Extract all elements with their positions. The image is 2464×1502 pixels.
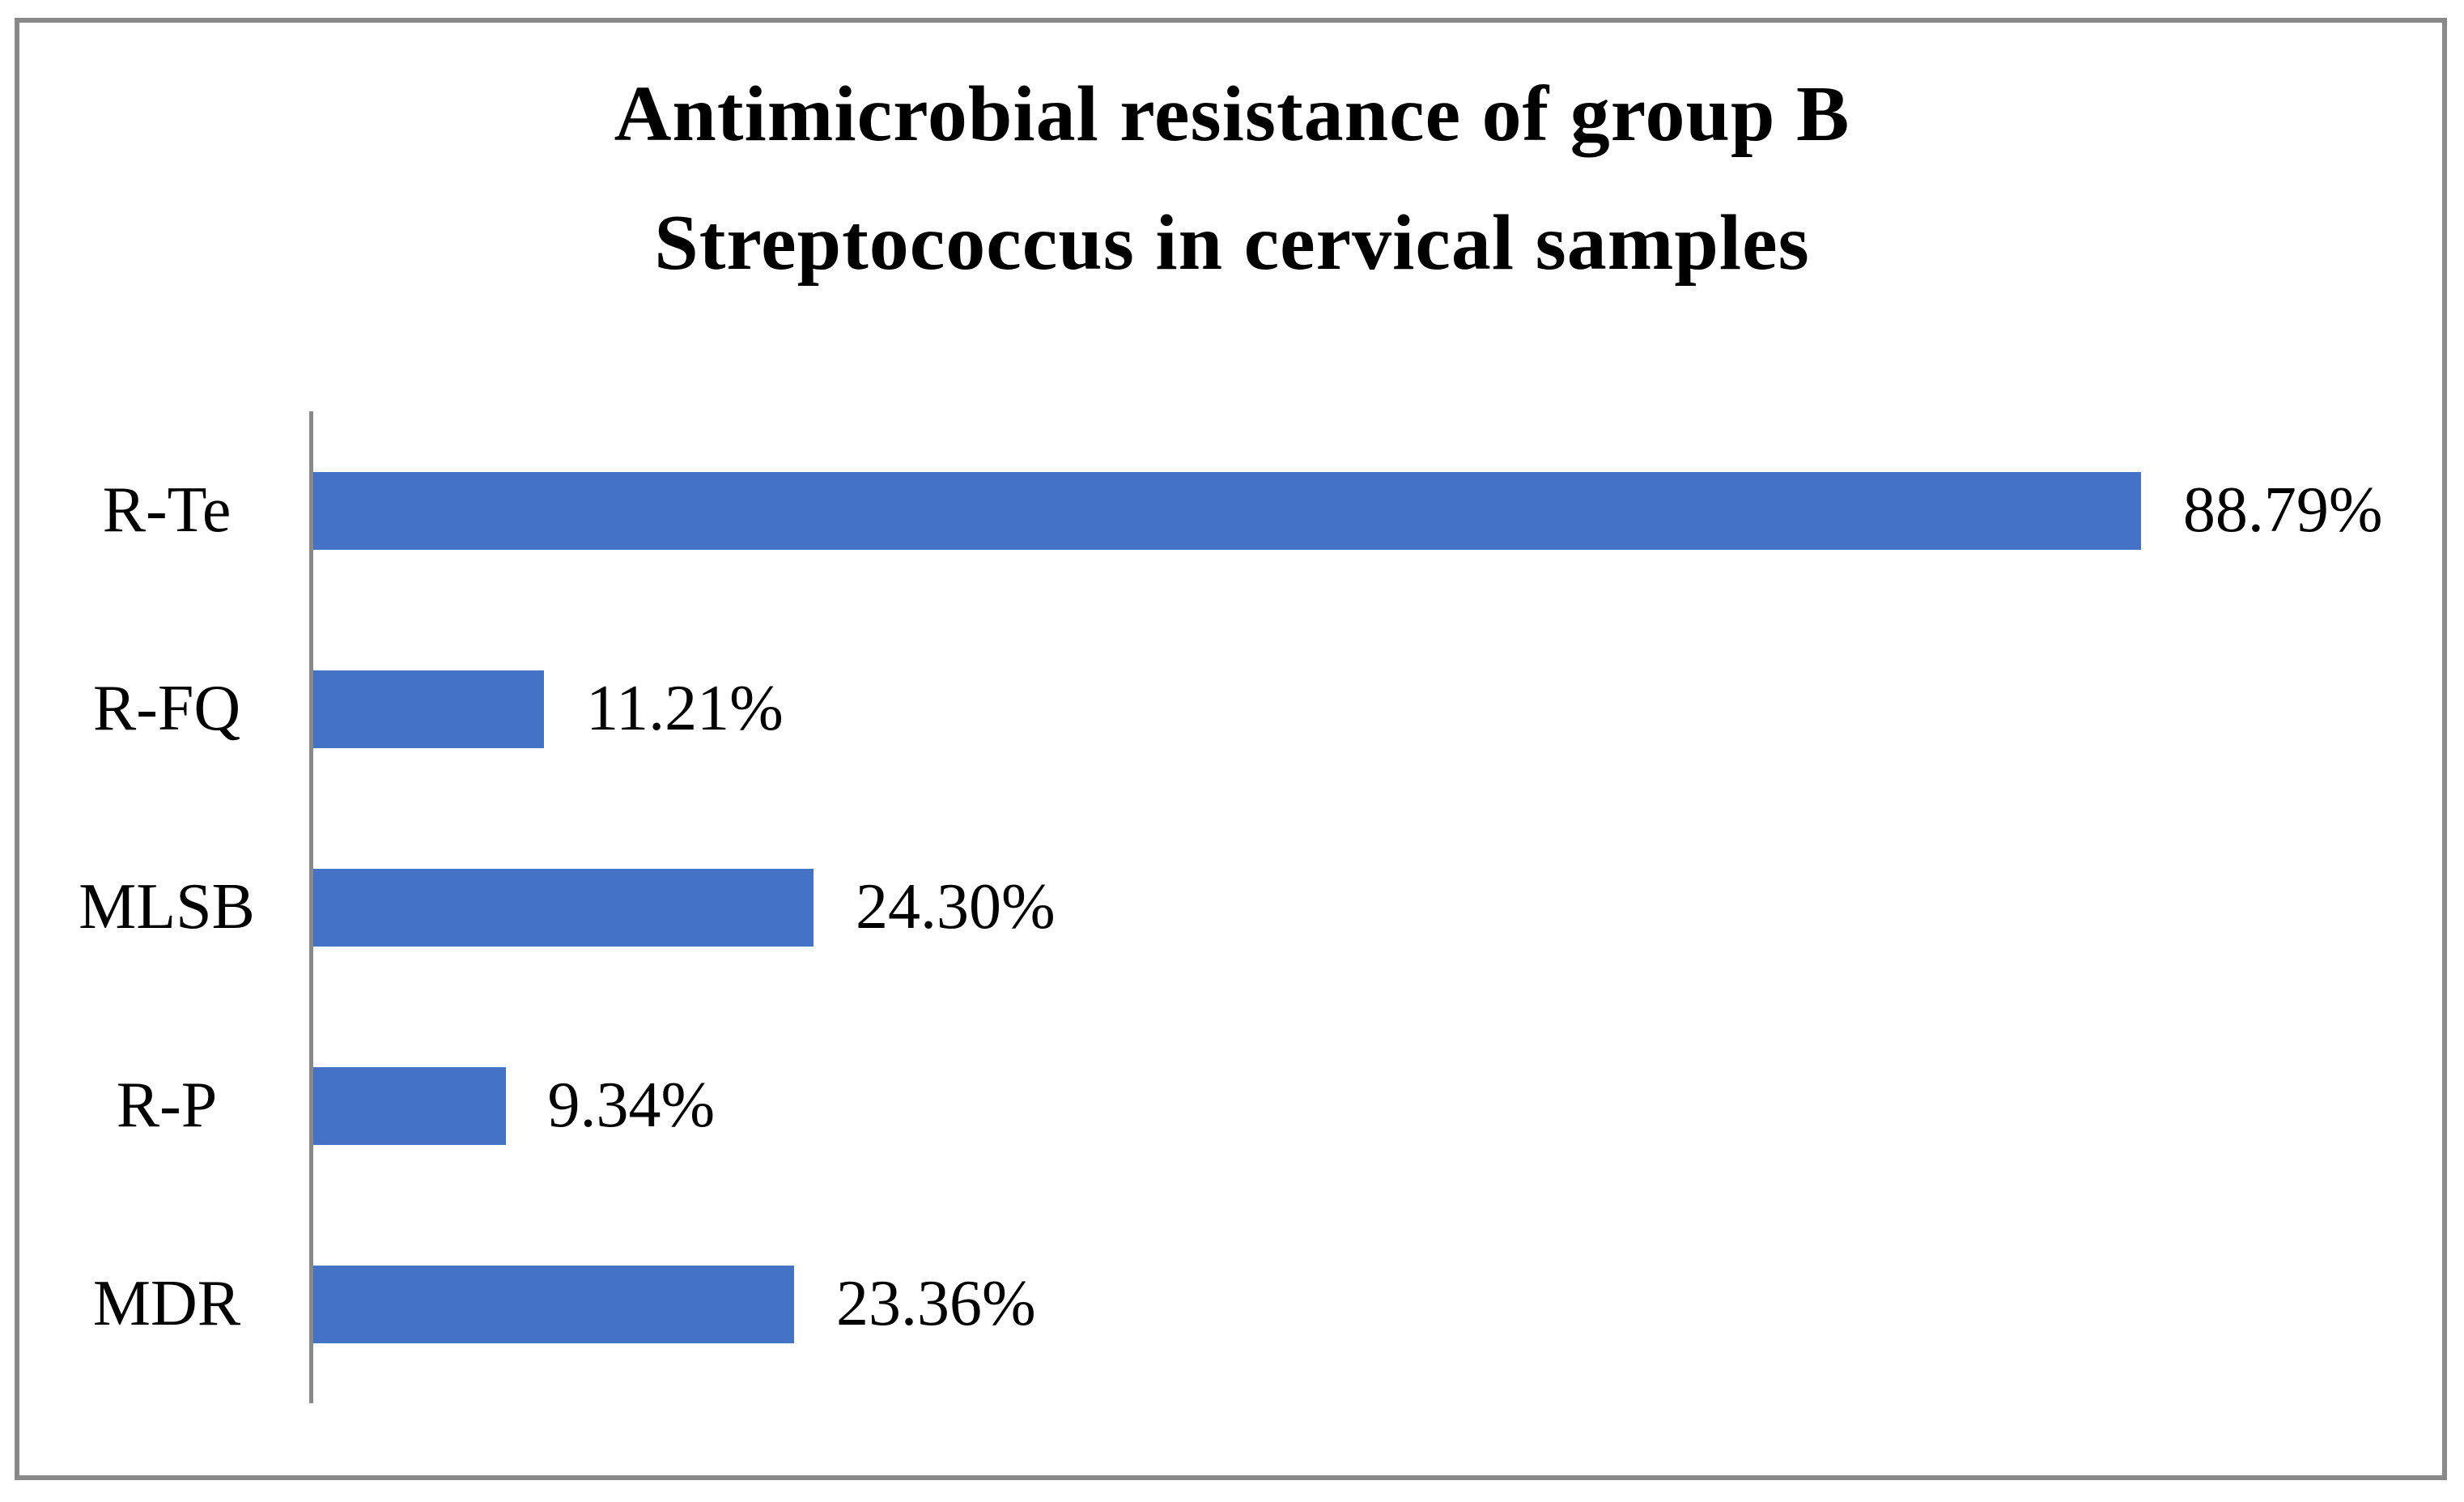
category-label: R-P [116,1070,218,1141]
chart-border-frame [15,18,2447,1480]
bar [313,471,2141,550]
chart-title: Antimicrobial resistance of group B Stre… [0,50,2464,308]
chart-rows: R-Te 88.79% R-FQ 11.21% MLSB 24.30% R-P 9.34% MD… [24,411,2383,1403]
plot-area: 9.34% [309,1006,2372,1205]
plot-area: 24.30% [309,808,2372,1006]
chart-title-line-2: Streptococcus in cervical samples [654,198,1810,287]
bar [313,1066,506,1145]
plot-area: 23.36% [309,1205,2372,1403]
category-label: MDR [92,1268,241,1339]
category-label: MLSB [79,871,255,942]
bar-chart-plot: R-Te 88.79% R-FQ 11.21% MLSB 24.30% R-P 9.34% MD… [24,411,2383,1403]
value-label: 24.30% [855,871,1056,942]
bar [313,868,814,947]
value-label: 9.34% [547,1070,716,1141]
value-label: 23.36% [836,1268,1036,1339]
chart-title-line-1: Antimicrobial resistance of group B [614,70,1850,158]
chart-row: R-FQ 11.21% [24,610,2372,808]
chart-row: R-P 9.34% [24,1006,2372,1205]
chart-row: MDR 23.36% [24,1205,2372,1403]
value-label: 88.79% [2182,474,2383,546]
bar [313,670,545,748]
category-label: R-FQ [92,673,241,744]
category-label: R-Te [102,474,232,546]
chart-row: R-Te 88.79% [24,411,2383,610]
chart-row: MLSB 24.30% [24,808,2372,1006]
value-label: 11.21% [586,673,784,744]
plot-area: 88.79% [309,411,2383,610]
bar [313,1265,795,1343]
plot-area: 11.21% [309,610,2372,808]
